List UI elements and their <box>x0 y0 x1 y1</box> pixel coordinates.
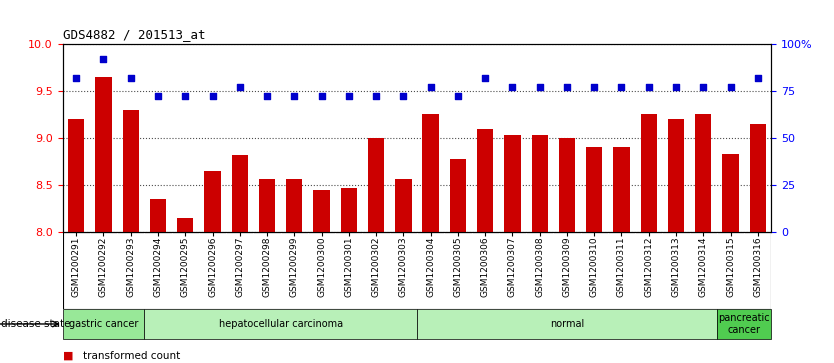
Text: GSM1200308: GSM1200308 <box>535 236 545 297</box>
Text: GSM1200316: GSM1200316 <box>753 236 762 297</box>
Bar <box>505 135 520 232</box>
Bar <box>641 114 657 232</box>
Bar <box>722 154 739 232</box>
Bar <box>695 114 711 232</box>
Text: normal: normal <box>550 319 584 329</box>
Text: GSM1200311: GSM1200311 <box>617 236 626 297</box>
Text: GSM1200296: GSM1200296 <box>208 236 217 297</box>
Text: GSM1200310: GSM1200310 <box>590 236 599 297</box>
Text: GSM1200315: GSM1200315 <box>726 236 735 297</box>
Bar <box>368 138 384 232</box>
Point <box>560 84 574 90</box>
Text: GSM1200297: GSM1200297 <box>235 236 244 297</box>
Text: GSM1200294: GSM1200294 <box>153 236 163 297</box>
Text: GSM1200295: GSM1200295 <box>181 236 190 297</box>
Text: GSM1200305: GSM1200305 <box>454 236 462 297</box>
Point <box>97 56 110 62</box>
Text: GSM1200301: GSM1200301 <box>344 236 354 297</box>
Bar <box>531 135 548 232</box>
Bar <box>668 119 684 232</box>
Bar <box>177 218 193 232</box>
Text: ■: ■ <box>63 351 73 361</box>
Bar <box>204 171 221 232</box>
Text: GSM1200300: GSM1200300 <box>317 236 326 297</box>
Bar <box>286 179 303 232</box>
Text: GSM1200314: GSM1200314 <box>699 236 708 297</box>
Bar <box>750 124 766 232</box>
Bar <box>314 190 329 232</box>
Bar <box>613 147 630 232</box>
Text: GSM1200306: GSM1200306 <box>480 236 490 297</box>
Text: gastric cancer: gastric cancer <box>68 319 138 329</box>
Point <box>424 84 437 90</box>
Text: GSM1200291: GSM1200291 <box>72 236 81 297</box>
Point <box>696 84 710 90</box>
Bar <box>395 179 411 232</box>
Point <box>642 84 656 90</box>
Text: GDS4882 / 201513_at: GDS4882 / 201513_at <box>63 28 205 41</box>
Point <box>178 94 192 99</box>
Point <box>342 94 355 99</box>
Text: GSM1200309: GSM1200309 <box>562 236 571 297</box>
Text: GSM1200307: GSM1200307 <box>508 236 517 297</box>
Text: GSM1200298: GSM1200298 <box>263 236 272 297</box>
Text: GSM1200293: GSM1200293 <box>126 236 135 297</box>
Text: hepatocellular carcinoma: hepatocellular carcinoma <box>219 319 343 329</box>
Point <box>206 94 219 99</box>
Text: GSM1200302: GSM1200302 <box>372 236 380 297</box>
Point <box>124 75 138 81</box>
Point <box>505 84 519 90</box>
Point <box>260 94 274 99</box>
Point <box>751 75 765 81</box>
Point <box>479 75 492 81</box>
Text: GSM1200313: GSM1200313 <box>671 236 681 297</box>
Text: GSM1200292: GSM1200292 <box>99 236 108 297</box>
Bar <box>559 138 575 232</box>
Bar <box>259 179 275 232</box>
Bar <box>340 188 357 232</box>
Bar <box>63 309 144 339</box>
Point <box>587 84 600 90</box>
Text: GSM1200312: GSM1200312 <box>644 236 653 297</box>
Point <box>288 94 301 99</box>
Bar <box>586 147 602 232</box>
Point <box>615 84 628 90</box>
Bar <box>150 199 166 232</box>
Point <box>724 84 737 90</box>
Text: pancreatic
cancer: pancreatic cancer <box>718 313 770 335</box>
Bar <box>68 119 84 232</box>
Text: GSM1200304: GSM1200304 <box>426 236 435 297</box>
Bar <box>95 77 112 232</box>
Point <box>151 94 164 99</box>
Point <box>69 75 83 81</box>
Bar <box>717 309 771 339</box>
Bar <box>423 114 439 232</box>
Bar <box>232 155 248 232</box>
Bar <box>417 309 717 339</box>
Bar <box>477 129 494 232</box>
Point <box>369 94 383 99</box>
Bar <box>123 110 139 232</box>
Text: disease state: disease state <box>1 319 70 329</box>
Point <box>315 94 329 99</box>
Text: GSM1200303: GSM1200303 <box>399 236 408 297</box>
Text: transformed count: transformed count <box>83 351 181 361</box>
Bar <box>450 159 466 232</box>
Point <box>397 94 410 99</box>
Point <box>234 84 247 90</box>
Bar <box>144 309 417 339</box>
Point <box>533 84 546 90</box>
Text: GSM1200299: GSM1200299 <box>289 236 299 297</box>
Point <box>451 94 465 99</box>
Point <box>670 84 683 90</box>
